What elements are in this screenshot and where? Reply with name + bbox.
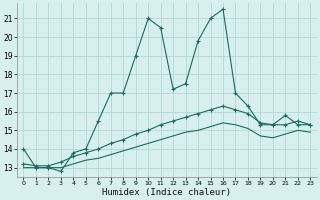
X-axis label: Humidex (Indice chaleur): Humidex (Indice chaleur)	[102, 188, 231, 197]
